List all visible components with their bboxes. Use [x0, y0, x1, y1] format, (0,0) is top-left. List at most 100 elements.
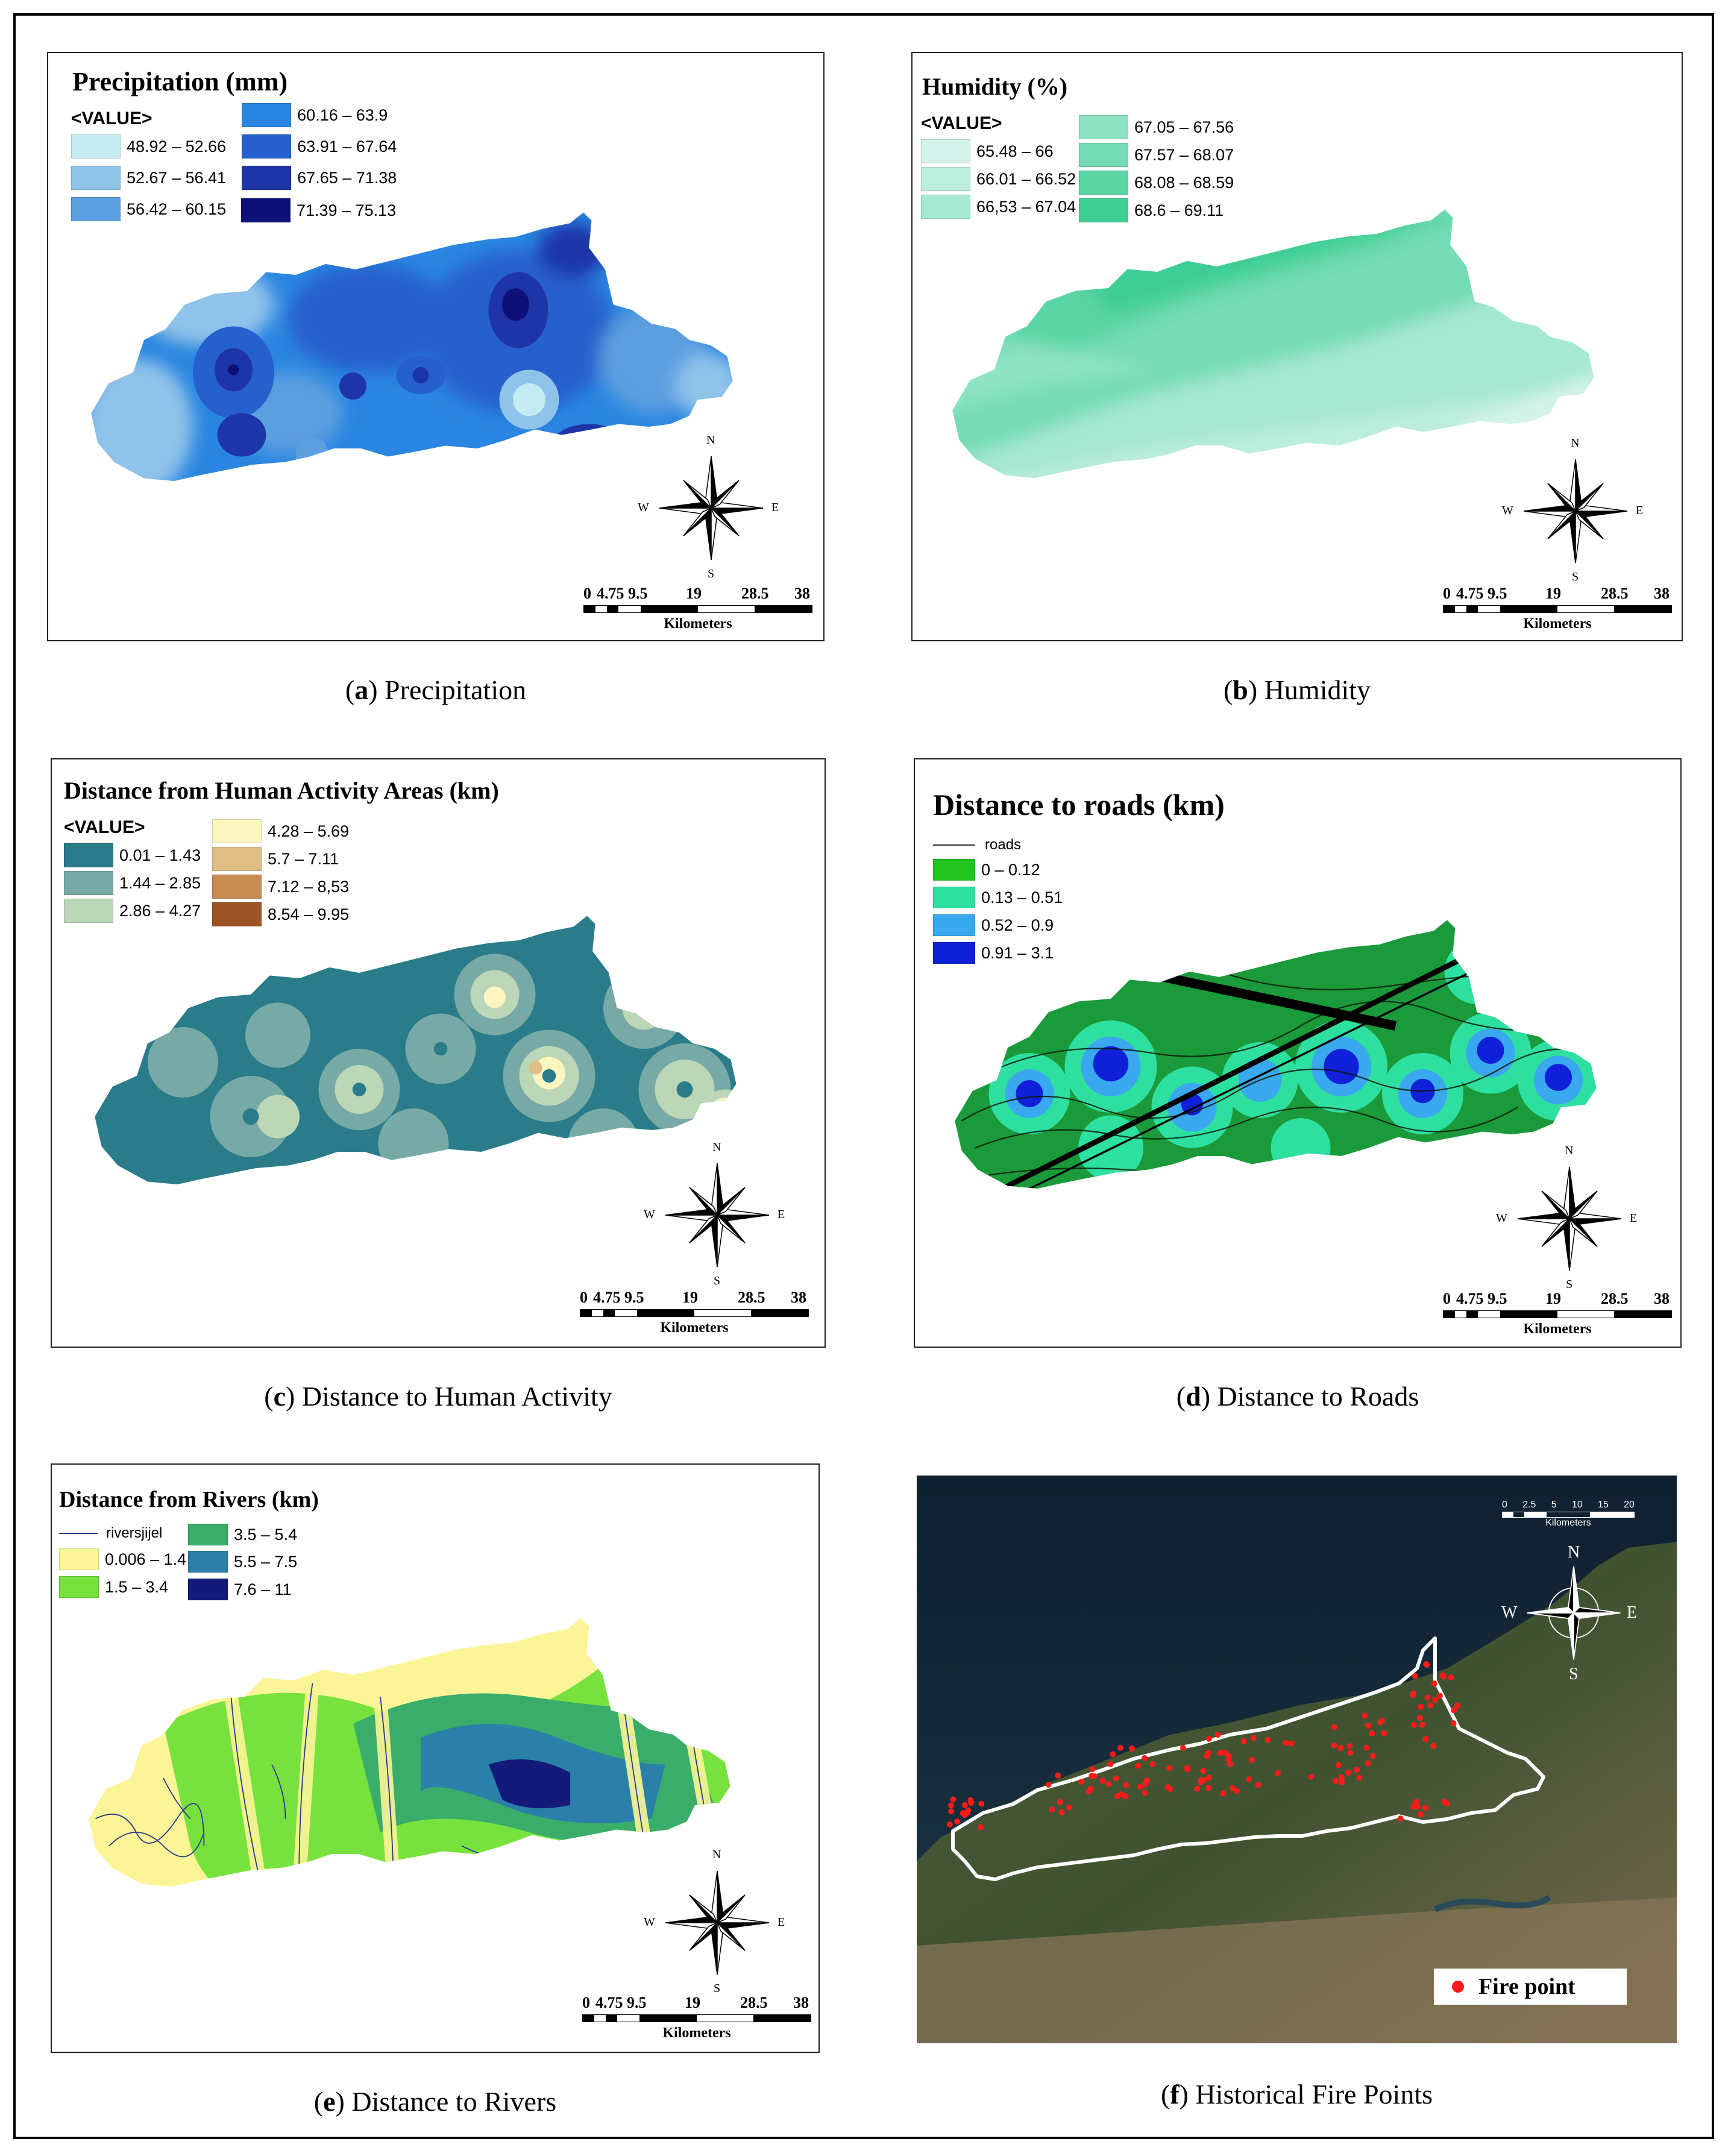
- fire-point: [1233, 1788, 1240, 1794]
- compass-w: W: [638, 501, 649, 514]
- legend-swatch: [242, 166, 292, 190]
- scale-bar: 0 4.75 9.5 19 28.5 38 Kilometers: [580, 1289, 809, 1337]
- fire-point: [1416, 1715, 1423, 1721]
- fire-point: [1430, 1743, 1437, 1749]
- compass-e: E: [1630, 1212, 1638, 1225]
- fire-point: [1450, 1720, 1457, 1727]
- legend-header: <VALUE>: [64, 817, 145, 837]
- legend-item: 0.91 – 3.1: [933, 939, 1063, 967]
- scale-bar: 0 4.75 9.5 19 28.5 38 Kilometers: [1443, 585, 1672, 633]
- fire-point: [1057, 1799, 1063, 1805]
- scale-bar: 0 2.5 5 10 15 20 Kilometers: [1502, 1500, 1635, 1528]
- panel-title: Distance from Human Activity Areas (km): [64, 777, 499, 804]
- legend: <VALUE> 48.92 – 52.66 52.67 – 56.41 56.4…: [71, 103, 397, 223]
- fire-point: [1331, 1742, 1337, 1749]
- fire-point: [1184, 1766, 1191, 1773]
- fire-point: [1338, 1774, 1345, 1780]
- fire-point: [1431, 1680, 1437, 1687]
- humidity-map: [952, 209, 1594, 478]
- legend-item: 67.57 – 68.07: [1079, 141, 1234, 169]
- legend-line-item: riversjijel: [59, 1521, 186, 1545]
- fire-point: [1424, 1694, 1431, 1701]
- fire-point: [1205, 1774, 1212, 1781]
- fire-point: [1441, 1799, 1448, 1805]
- compass-n: N: [712, 1848, 721, 1861]
- fire-point: [1451, 1707, 1457, 1714]
- fire-point: [1055, 1772, 1061, 1779]
- compass-e: E: [1627, 1603, 1638, 1622]
- legend-col2: 4.28 – 5.69 5.7 – 7.11 7.12 – 8,53 8.54 …: [212, 817, 349, 928]
- compass-s: S: [1569, 1665, 1579, 1683]
- fire-point: [1123, 1782, 1129, 1788]
- legend-item: 0.52 – 0.9: [933, 911, 1063, 939]
- fire-point: [1045, 1782, 1052, 1788]
- roads-map: [955, 920, 1597, 1189]
- legend-line-item: roads: [933, 834, 1063, 856]
- legend-item: 67.65 – 71.38: [242, 164, 397, 192]
- fire-point: [1222, 1749, 1228, 1756]
- legend-swatch: [242, 103, 292, 127]
- fire-point: [1422, 1805, 1428, 1811]
- compass-w: W: [644, 1208, 655, 1221]
- fire-point: [1397, 1815, 1404, 1822]
- legend-swatch: [242, 134, 292, 159]
- fire-point: [968, 1799, 975, 1806]
- compass-w: W: [1502, 504, 1513, 517]
- fire-point: [1255, 1782, 1261, 1788]
- legend-header: <VALUE>: [921, 113, 1002, 133]
- compass-s: S: [708, 567, 715, 580]
- north-arrow-compass: N S E W: [1496, 1144, 1637, 1291]
- panel-rivers: Distance from Rivers (km) riversjijel 0.…: [51, 1463, 820, 2053]
- fire-point: [964, 1809, 970, 1816]
- scale-bar: 0 4.75 9.5 19 28.5 38 Kilometers: [1443, 1290, 1672, 1338]
- compass-s: S: [1566, 1278, 1573, 1291]
- panel-title: Precipitation (mm): [72, 67, 288, 96]
- fire-point: [1058, 1809, 1065, 1815]
- fire-point: [1412, 1673, 1418, 1679]
- fire-point: [1249, 1756, 1255, 1763]
- legend: <VALUE> 0.01 – 1.43 1.44 – 2.85 2.86 – 4…: [64, 817, 201, 925]
- legend-col2: 67.05 – 67.56 67.57 – 68.07 68.08 – 68.5…: [1079, 113, 1234, 224]
- north-arrow-compass: N S E W: [1502, 436, 1643, 583]
- fire-point: [1110, 1751, 1116, 1758]
- legend-swatch: [71, 134, 121, 159]
- caption-a: (a) Precipitation: [345, 674, 527, 705]
- fire-point: [1356, 1774, 1363, 1781]
- fire-point: [1288, 1740, 1295, 1747]
- fire-point: [1417, 1811, 1424, 1818]
- panel-humidity: Humidity (%) <VALUE> 65.48 – 66 66.01 – …: [911, 52, 1683, 641]
- legend-item: 52.67 – 56.41: [71, 164, 226, 192]
- legend-item: 71.39 – 75.13: [241, 196, 396, 224]
- compass-e: E: [778, 1916, 785, 1929]
- legend-item: 5.7 – 7.11: [212, 845, 349, 873]
- compass-e: E: [771, 501, 779, 514]
- legend-item: 48.92 – 52.66: [71, 133, 226, 160]
- compass-n: N: [1571, 436, 1580, 450]
- fire-point: [1410, 1803, 1417, 1810]
- legend-item: 68.6 – 69.11: [1079, 196, 1234, 224]
- fire-point: [1337, 1745, 1344, 1752]
- legend-swatch: [71, 166, 121, 190]
- fire-point: [1117, 1744, 1123, 1751]
- legend-item: 7.12 – 8,53: [212, 873, 349, 900]
- fire-point: [1118, 1791, 1125, 1798]
- legend-item: 0 – 0.12: [933, 856, 1063, 884]
- legend-item: 60.16 – 63.9: [242, 101, 397, 129]
- fire-point: [1419, 1721, 1425, 1728]
- fire-point: [1049, 1806, 1055, 1813]
- fire-point: [948, 1808, 955, 1815]
- panel-human-activity: Distance from Human Activity Areas (km) …: [51, 758, 826, 1348]
- fire-point: [1205, 1785, 1211, 1791]
- legend-item: 1.44 – 2.85: [64, 869, 201, 897]
- fire-points-layer: [946, 1661, 1460, 1831]
- compass-n: N: [1568, 1543, 1580, 1562]
- fire-point: [1333, 1777, 1339, 1784]
- fire-point: [1363, 1744, 1370, 1751]
- compass-n: N: [706, 433, 715, 447]
- panel-title: Distance to roads (km): [933, 788, 1225, 822]
- compass-n: N: [712, 1140, 721, 1154]
- fire-point: [1205, 1735, 1212, 1742]
- human-activity-map: [95, 916, 737, 1184]
- region-outline: [951, 1636, 1545, 1881]
- fire-point: [1226, 1753, 1233, 1759]
